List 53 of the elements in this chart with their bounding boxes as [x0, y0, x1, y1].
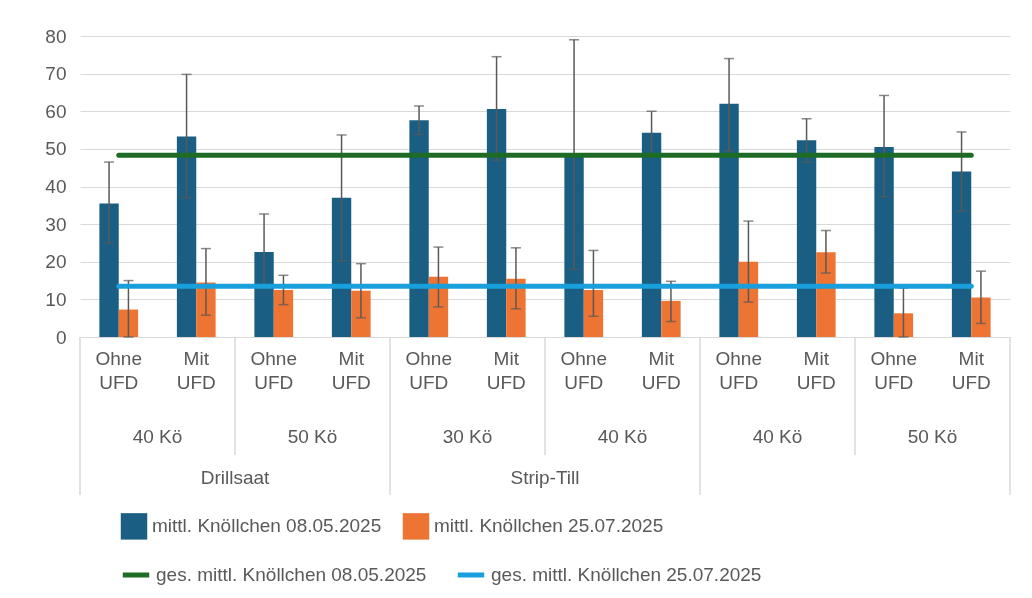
x-tick-label: Ohne UFD	[95, 347, 142, 393]
x-tick-label: Mit UFD	[796, 347, 836, 393]
bar	[351, 290, 371, 337]
text: 40 Kö	[752, 426, 803, 447]
text: 30 Kö	[442, 426, 493, 447]
x-tick-label: Mit UFD	[331, 347, 371, 393]
bar	[738, 261, 759, 337]
bar	[874, 146, 894, 337]
legend-label: mittl. Knöllchen 25.07.2025	[434, 515, 664, 537]
x-tick-label: Ohne UFD	[250, 347, 297, 393]
text: 50 Kö	[907, 426, 958, 447]
bar	[118, 309, 139, 337]
x-tick-label: Ohne UFD	[715, 347, 762, 393]
x-tick-label: Mit UFD	[641, 347, 681, 393]
bar	[816, 252, 836, 337]
legend-label: ges. mittl. Knöllchen 25.07.2025	[491, 564, 762, 585]
bar	[254, 251, 274, 337]
y-tick-label: 10	[45, 288, 67, 310]
x-tick-label: Mit UFD	[176, 347, 216, 393]
bar	[409, 120, 429, 337]
bar	[99, 203, 119, 337]
y-tick-label: 50	[45, 138, 67, 160]
y-tick-label: 40	[45, 176, 67, 197]
legend-label: mittl. Knöllchen 08.05.2025	[152, 515, 382, 537]
y-tick-label: 30	[45, 213, 67, 235]
bar	[176, 136, 197, 337]
y-tick-label: 60	[45, 100, 67, 122]
y-tick-label: 0	[55, 326, 67, 348]
bar	[273, 289, 294, 337]
text: 50 Kö	[287, 426, 338, 447]
text: 40 Kö	[132, 426, 183, 447]
legend-label: ges. mittl. Knöllchen 08.05.2025	[156, 564, 427, 585]
text: 40 Kö	[597, 426, 648, 447]
bar	[951, 171, 972, 337]
x-tick-label: Mit UFD	[486, 347, 526, 393]
y-tick-label: 70	[45, 63, 67, 85]
text: Drillsaat	[200, 467, 271, 488]
bar	[661, 300, 681, 337]
bar	[331, 197, 352, 337]
text: Strip-Till	[510, 467, 580, 488]
bar	[719, 103, 739, 337]
y-tick-label: 80	[45, 25, 67, 47]
x-tick-label: Ohne UFD	[405, 347, 452, 393]
bar	[796, 140, 817, 337]
bar	[486, 108, 507, 337]
bar	[641, 132, 662, 337]
x-tick-label: Ohne UFD	[870, 347, 917, 393]
x-tick-label: Ohne UFD	[560, 347, 607, 393]
y-tick-label: 20	[45, 251, 67, 273]
bar	[971, 297, 991, 337]
bar	[893, 313, 914, 337]
bar	[583, 289, 604, 337]
x-tick-label: Mit UFD	[951, 347, 991, 393]
